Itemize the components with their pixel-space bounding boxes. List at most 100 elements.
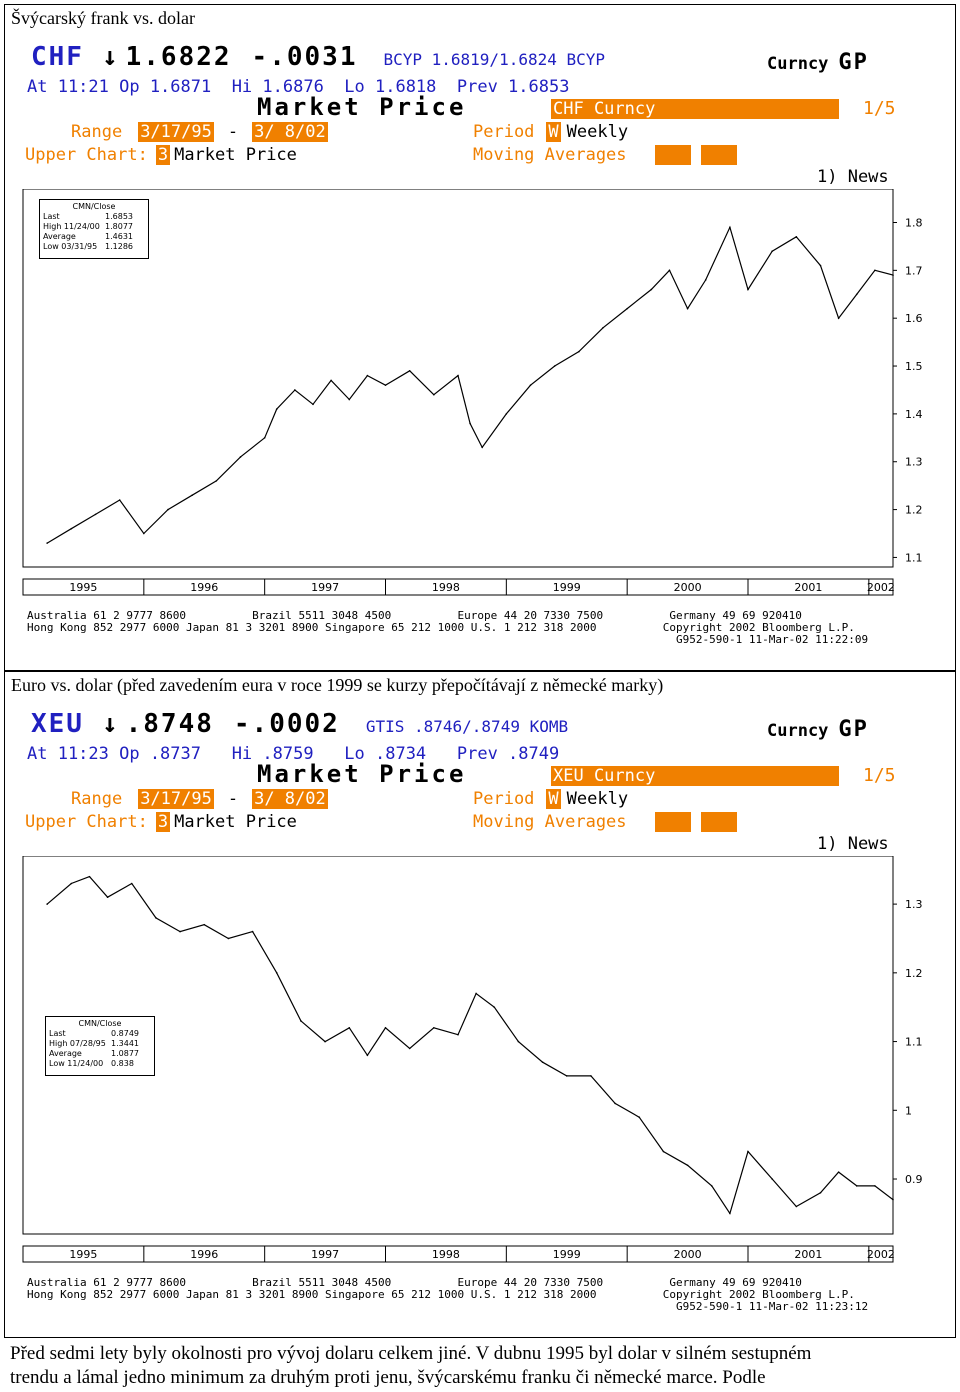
price-point [819, 1191, 822, 1194]
upper-chart-label: Upper Chart: [25, 145, 148, 165]
chf-usd-figure: Švýcarský frank vs. dolar CHF ↓ 1.6822 -.00… [4, 4, 956, 671]
security-highlight-bar [551, 99, 839, 119]
last-price: .8748 [125, 709, 214, 739]
ticker-symbol: CHF [31, 42, 84, 72]
plot-frame [22, 188, 894, 568]
quote-details: At 11:23 Op .8737 Hi .8759 Lo .8734 Prev… [27, 744, 559, 764]
x-tick-label: 2000 [674, 581, 702, 594]
x-tick-label: 1998 [432, 1248, 460, 1261]
price-point [650, 288, 653, 291]
stats-label: High 07/28/95 [49, 1039, 106, 1048]
price-point [366, 1054, 369, 1057]
price-point [795, 1205, 798, 1208]
x-tick-label: 1997 [311, 581, 339, 594]
price-point [275, 408, 278, 410]
stats-value: 0.8749 [111, 1029, 139, 1038]
price-point [348, 1027, 351, 1029]
plot-frame [22, 855, 894, 1235]
price-point [106, 896, 109, 899]
upper-chart-row: Upper Chart: 3 Market Price [25, 812, 297, 832]
moving-averages-label: Moving Averages [473, 812, 627, 832]
net-change: -.0031 [251, 42, 358, 72]
x-axis-band [22, 578, 894, 596]
period-label: Period [473, 122, 535, 142]
footer-line: Hong Kong 852 2977 6000 Japan 81 3 3201 … [27, 1288, 855, 1301]
price-point [855, 293, 858, 296]
price-point [529, 384, 532, 386]
price-point [203, 923, 206, 926]
price-point [457, 374, 459, 377]
price-point [433, 393, 435, 396]
price-point [771, 1178, 773, 1180]
x-tick-label: 1999 [553, 581, 581, 594]
price-point [819, 264, 822, 267]
price-point [638, 1116, 641, 1118]
chart-area: 1.1 1.2 1.3 1.4 1.5 1.6 1.7 1.8 1995 1996 1997 1998… [21, 188, 929, 608]
upper-chart-code-field[interactable]: 3 [155, 145, 171, 165]
stats-row: Average 1.0877 [49, 1049, 151, 1059]
price-point [729, 226, 731, 229]
price-point [626, 307, 628, 310]
stats-value: 1.8077 [105, 222, 133, 231]
stats-box: CMN/Close Last 1.6853 High 11/24/00 1.8077 Av… [39, 199, 149, 259]
stats-row: Last 1.6853 [43, 212, 145, 222]
moving-average-field-2[interactable] [701, 145, 737, 165]
period-label: Period [473, 789, 535, 809]
stats-label: Last [43, 212, 60, 221]
upper-chart-code-field[interactable]: 3 [155, 812, 171, 832]
price-point [191, 494, 193, 497]
x-tick-label: 2000 [674, 1248, 702, 1261]
price-point [46, 903, 48, 905]
range-end-field[interactable]: 3/ 8/02 [252, 122, 328, 142]
x-tick-label: 2002 [867, 1248, 895, 1261]
y-tick-label: 1.3 [905, 898, 923, 911]
quote-header: CHF ↓ 1.6822 -.0031 BCYP 1.6819/1.6824 BCYP [31, 44, 605, 70]
price-point [874, 269, 876, 272]
price-point [710, 1185, 713, 1187]
x-tick-label: 1995 [69, 581, 97, 594]
price-point [330, 379, 332, 382]
stats-row: High 11/24/00 1.8077 [43, 222, 145, 232]
footer-line: Australia 61 2 9777 8600 Brazil 5511 304… [27, 1276, 802, 1289]
x-tick-label: 1997 [311, 1248, 339, 1261]
price-point [892, 1198, 894, 1201]
eur-usd-figure: Euro vs. dolar (před zavedením eura v ro… [4, 671, 956, 1338]
y-tick-label: 1.2 [905, 967, 923, 980]
news-link: 1) News [817, 834, 889, 854]
upper-chart-row: Upper Chart: 3 Market Price [25, 145, 297, 165]
security-name: XEU Curncy [553, 766, 656, 786]
market-price-title: Market Price [257, 760, 467, 788]
bloomberg-screen: XEU ↓ .8748 -.0002 GTIS .8746/.8749 KOMB Curn… [11, 706, 951, 1313]
x-tick-label: 1999 [553, 1248, 581, 1261]
price-point [46, 542, 48, 544]
price-point [118, 499, 121, 501]
price-point [855, 1185, 858, 1187]
function-code: GP [838, 50, 869, 75]
price-point [366, 374, 369, 377]
price-point [433, 1027, 435, 1029]
price-point [614, 1102, 616, 1105]
price-point [747, 288, 749, 291]
moving-average-field-1[interactable] [655, 812, 691, 832]
range-end-field[interactable]: 3/ 8/02 [252, 789, 328, 809]
security-type: Curncy GP [767, 50, 869, 75]
moving-average-field-1[interactable] [655, 145, 691, 165]
price-point [70, 882, 73, 885]
period-code-field[interactable]: W [546, 789, 561, 809]
stats-value: 1.6853 [105, 212, 133, 221]
price-point [837, 1171, 840, 1173]
price-point [263, 437, 266, 439]
range-start-field[interactable]: 3/17/95 [138, 122, 214, 142]
price-point [324, 1040, 326, 1043]
footer-line: G952-590-1 11-Mar-02 11:23:12 [27, 1300, 869, 1313]
moving-average-field-2[interactable] [701, 812, 737, 832]
period-row: Period W Weekly [473, 789, 628, 809]
figure-caption: Euro vs. dolar (před zavedením eura v ro… [11, 675, 664, 695]
price-point [312, 403, 314, 406]
curncy-label: Curncy [767, 721, 829, 741]
x-tick-label: 1995 [69, 1248, 97, 1261]
range-start-field[interactable]: 3/17/95 [138, 789, 214, 809]
range-row: Range 3/17/95-3/ 8/02 [71, 122, 328, 142]
period-code-field[interactable]: W [546, 122, 561, 142]
x-tick-label: 1996 [190, 1248, 218, 1261]
